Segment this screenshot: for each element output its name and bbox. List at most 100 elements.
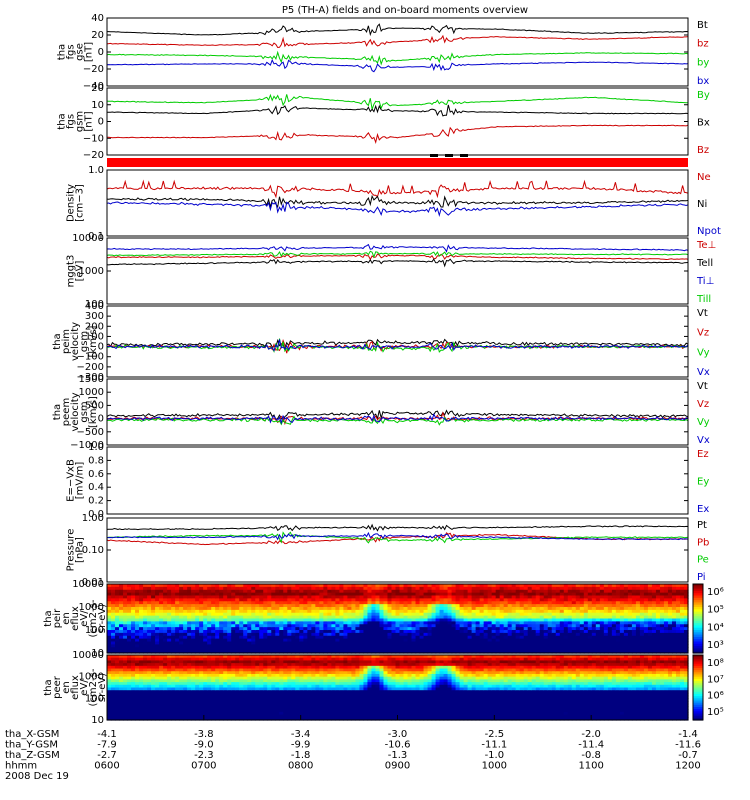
spectrogram-cell (163, 647, 168, 651)
spectrogram-cell (183, 692, 188, 697)
spectrogram-cell (411, 601, 417, 605)
spectrogram-cell (591, 630, 597, 634)
spectrogram-cell (555, 624, 561, 628)
spectrogram-cell (311, 612, 316, 617)
spectrogram-cell (235, 638, 240, 643)
spectrogram-cell (179, 692, 184, 697)
spectrogram-cell (411, 635, 417, 640)
spectrogram-cell (443, 632, 449, 637)
spectrogram-cell (155, 706, 160, 710)
spectrogram-cell (191, 586, 196, 591)
spectrogram-cell (235, 644, 240, 648)
spectrogram-cell (527, 624, 533, 628)
spectrogram-cell (107, 589, 112, 594)
spectrogram-cell (191, 609, 196, 614)
spectrogram-cell (387, 609, 393, 614)
spectrogram-cell (239, 695, 244, 699)
spectrogram-cell (299, 607, 304, 611)
spectrogram-cell (679, 601, 685, 605)
spectrogram-cell (491, 592, 497, 597)
spectrogram-cell (579, 598, 585, 602)
spectrogram-cell (639, 592, 645, 597)
spectrogram-cell (635, 595, 641, 599)
spectrogram-cell (127, 644, 132, 648)
spectrogram-cell (175, 647, 180, 651)
legend-ey: Ey (697, 477, 709, 488)
spectrogram-cell (211, 647, 216, 651)
spectrogram-cell (179, 607, 184, 611)
spectrogram-cell (623, 584, 629, 588)
spectrogram-cell (199, 679, 204, 683)
spectrogram-cell (383, 607, 389, 611)
spectrogram-cell (215, 657, 220, 662)
spectrogram-cell (423, 647, 429, 651)
spectrogram-cell (567, 621, 573, 625)
spectrogram-cell (131, 584, 136, 588)
spectrogram-cell (107, 673, 112, 678)
spectrogram-cell (155, 671, 160, 675)
spectrogram-cell (331, 630, 336, 634)
spectrogram-cell (131, 609, 136, 614)
spectrogram-cell (283, 589, 288, 594)
spectrogram-cell (583, 589, 589, 594)
spectrogram-cell (575, 601, 581, 605)
spectrogram-cell (179, 709, 184, 713)
spectrogram-cell (503, 601, 509, 605)
spectrogram-cell (151, 657, 156, 662)
spectrogram-cell (255, 584, 260, 588)
spectrogram-cell (119, 673, 124, 678)
spectrogram-cell (271, 706, 276, 710)
spectrogram-cell (619, 632, 625, 637)
spectrogram-cell (439, 589, 445, 594)
spectrogram-cell (171, 665, 176, 670)
spectrogram-cell (135, 627, 140, 631)
spectrogram-cell (143, 627, 148, 631)
spectrogram-cell (627, 618, 633, 622)
spectrogram-cell (199, 714, 204, 718)
legend-vz: Vz (697, 399, 709, 410)
spectrogram-cell (419, 618, 425, 622)
spectrogram-cell (243, 607, 248, 611)
spectrogram-cell (231, 584, 236, 588)
spectrogram-cell (179, 714, 184, 718)
spectrogram-cell (663, 632, 669, 637)
spectrogram-cell (291, 673, 296, 678)
spectrogram-cell (395, 584, 401, 588)
spectrogram-cell (467, 586, 473, 591)
spectrogram-cell (259, 604, 264, 608)
spectrogram-cell (123, 676, 128, 680)
spectrogram-cell (587, 644, 593, 648)
spectrogram-cell (487, 607, 493, 611)
legend-by: by (697, 57, 709, 68)
spectrogram-cell (135, 632, 140, 637)
spectrogram-cell (243, 595, 248, 599)
spectrogram-cell (295, 671, 300, 675)
spectrogram-cell (311, 589, 316, 594)
spectrogram-cell (227, 657, 232, 662)
spectrogram-cell (291, 595, 296, 599)
spectrogram-cell (339, 632, 345, 637)
spectrogram-cell (135, 682, 140, 686)
spectrogram-cell (471, 632, 477, 637)
spectrogram-cell (335, 586, 340, 591)
spectrogram-cell (267, 601, 272, 605)
spectrogram-cell (419, 638, 425, 643)
spectrogram-cell (311, 714, 316, 718)
spectrogram-cell (475, 644, 481, 648)
spectrogram-cell (495, 589, 501, 594)
spectrogram-cell (287, 687, 292, 691)
spectrogram-cell (399, 612, 405, 617)
spectrogram-cell (627, 627, 633, 631)
spectrogram-cell (463, 615, 469, 620)
spectrogram-cell (439, 584, 445, 588)
spectrogram-cell (127, 668, 132, 672)
spectrogram-cell (243, 647, 248, 651)
spectrogram-cell (235, 592, 240, 597)
spectrogram-cell (571, 592, 577, 597)
spectrogram-cell (539, 621, 545, 625)
panel-frame (106, 237, 689, 305)
spectrogram-cell (603, 609, 609, 614)
spectrogram-cell (223, 627, 228, 631)
spectrogram-cell (435, 644, 441, 648)
spectrogram-cell (591, 592, 597, 597)
